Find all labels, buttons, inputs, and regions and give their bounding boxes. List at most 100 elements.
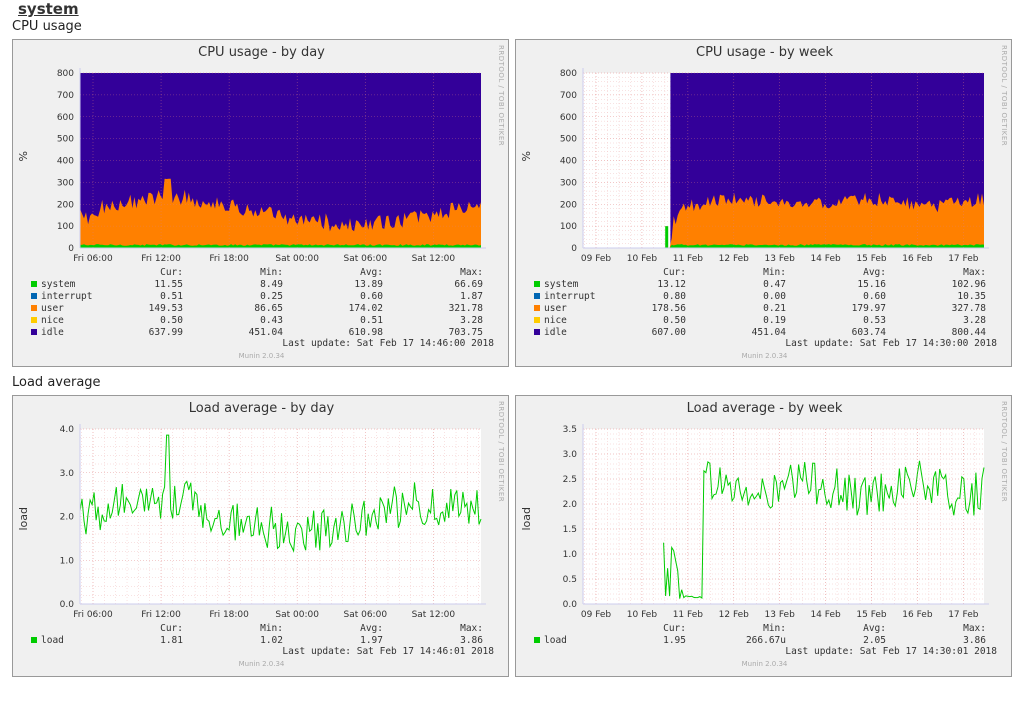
legend-value-max: 66.69 (454, 279, 483, 290)
legend-swatch (534, 317, 540, 323)
legend-value-cur: 149.53 (148, 303, 183, 314)
legend-value-avg: 174.02 (348, 303, 383, 314)
y-tick-label: 0 (571, 244, 577, 254)
system-area (80, 244, 481, 248)
y-tick-label: 600 (560, 113, 577, 123)
legend-name: load (544, 635, 567, 646)
y-tick-label: 0.0 (563, 600, 578, 610)
x-tick-label: 10 Feb (627, 254, 658, 264)
x-tick-label: 15 Feb (856, 254, 887, 264)
legend-row: load 1.81 1.02 1.97 3.86 (27, 635, 483, 647)
legend-swatch (534, 305, 540, 311)
y-tick-label: 300 (560, 178, 577, 188)
y-tick-label: 200 (57, 200, 74, 210)
legend-value-avg: 13.89 (354, 279, 383, 290)
legend-value-avg: 610.98 (348, 327, 383, 338)
y-tick-label: 300 (57, 178, 74, 188)
legend-value-cur: 0.50 (160, 315, 183, 326)
legend-header: Cur: (663, 267, 686, 278)
legend-value-cur: 178.56 (651, 303, 686, 314)
y-tick-label: 100 (57, 222, 74, 232)
x-tick-label: 13 Feb (765, 254, 796, 264)
x-tick-label: Sat 06:00 (343, 254, 387, 264)
x-tick-label: 12 Feb (719, 254, 750, 264)
munin-version: Munin 2.0.34 (238, 352, 285, 360)
x-tick-label: Sat 00:00 (275, 254, 319, 264)
legend-name: interrupt (544, 291, 596, 302)
section-title-cpu[interactable]: CPU usage (12, 19, 82, 34)
legend-row: load 1.95 266.67u 2.05 3.86 (530, 635, 986, 647)
legend-header: Avg: (863, 623, 886, 634)
cpu-day-graph[interactable]: CPU usage - by day RRDTOOL / TOBI OETIKER… (12, 39, 509, 367)
system-spike (665, 226, 669, 248)
y-tick-label: 2.0 (563, 500, 578, 510)
legend-value-max: 3.86 (460, 635, 483, 646)
legend-value-avg: 603.74 (851, 327, 886, 338)
munin-version: Munin 2.0.34 (741, 660, 788, 668)
legend-value-cur: 637.99 (148, 327, 183, 338)
legend: Cur: Min: Avg: Max: load 1.95 266.67u 2.05 3.86 (530, 623, 986, 647)
legend-value-max: 10.35 (957, 291, 986, 302)
legend-swatch (31, 281, 37, 287)
x-tick-label: 17 Feb (948, 610, 979, 620)
legend-name: nice (544, 315, 567, 326)
legend-value-cur: 1.81 (160, 635, 183, 646)
x-tick-label: Fri 18:00 (209, 254, 249, 264)
legend-value-cur: 0.51 (160, 291, 183, 302)
load-day-graph[interactable]: Load average - by day RRDTOOL / TOBI OETI… (12, 395, 509, 677)
y-tick-label: 3.0 (563, 450, 578, 460)
legend-header: Min: (260, 623, 283, 634)
x-tick-label: 15 Feb (856, 610, 887, 620)
legend-header: Max: (460, 267, 483, 278)
legend-name: interrupt (41, 291, 93, 302)
y-tick-label: 1.0 (60, 556, 75, 566)
y-tick-label: 3.5 (563, 425, 577, 435)
legend-value-max: 800.44 (951, 327, 986, 338)
legend-value-cur: 607.00 (651, 327, 686, 338)
cpu-week-graph[interactable]: CPU usage - by week RRDTOOL / TOBI OETIKE… (515, 39, 1012, 367)
y-tick-label: 400 (560, 157, 577, 167)
legend-row: system 11.55 8.49 13.89 66.69 (27, 279, 483, 291)
y-tick-label: 2.5 (563, 475, 577, 485)
section-title-load[interactable]: Load average (12, 375, 101, 390)
x-tick-label: 10 Feb (627, 610, 658, 620)
system-area (583, 244, 984, 248)
legend-swatch (534, 293, 540, 299)
last-update: Last update: Sat Feb 17 14:46:01 2018 (282, 646, 494, 657)
legend: Cur: Min: Avg: Max: system 13.12 0.47 15.16 102.… (530, 267, 986, 339)
x-tick-label: 14 Feb (810, 254, 841, 264)
legend-swatch (31, 305, 37, 311)
legend-header: Avg: (863, 267, 886, 278)
x-tick-label: 12 Feb (719, 610, 750, 620)
x-tick-label: 09 Feb (581, 610, 612, 620)
legend-swatch (31, 329, 37, 335)
legend-swatch (534, 329, 540, 335)
user-area (80, 178, 481, 248)
graph-title: CPU usage - by day (198, 45, 325, 60)
x-tick-label: Sat 12:00 (412, 254, 456, 264)
legend-swatch (31, 317, 37, 323)
legend-swatch (31, 293, 37, 299)
page-title[interactable]: system (18, 0, 79, 18)
legend-row: nice 0.50 0.43 0.51 3.28 (27, 315, 483, 327)
legend-value-max: 102.96 (951, 279, 986, 290)
legend-value-min: 451.04 (751, 327, 786, 338)
last-update: Last update: Sat Feb 17 14:30:00 2018 (785, 338, 997, 349)
legend: Cur: Min: Avg: Max: system 11.55 8.49 13.89 66.6… (27, 267, 483, 339)
x-tick-label: Fri 12:00 (141, 610, 181, 620)
y-tick-label: 700 (560, 91, 577, 101)
chart-svg: 0 100 200 300 400 500 600 700 800 09 Feb 10 Feb 11 … (560, 68, 989, 264)
legend-value-avg: 2.05 (863, 635, 886, 646)
legend-header: Cur: (663, 623, 686, 634)
y-tick-label: 800 (57, 69, 74, 79)
rrdtool-credit: RRDTOOL / TOBI OETIKER (1000, 45, 1008, 147)
chart-svg: 0 100 200 300 400 500 600 700 800 Fri 06:00 Fri 12… (57, 68, 486, 264)
load-week-graph[interactable]: Load average - by week RRDTOOL / TOBI OET… (515, 395, 1012, 677)
legend-value-avg: 0.60 (863, 291, 886, 302)
graph-title: Load average - by week (686, 401, 843, 416)
legend-swatch (534, 281, 540, 287)
y-tick-label: 400 (57, 157, 74, 167)
y-tick-label: 200 (560, 200, 577, 210)
legend-name: user (544, 303, 567, 314)
load-line (663, 460, 985, 599)
